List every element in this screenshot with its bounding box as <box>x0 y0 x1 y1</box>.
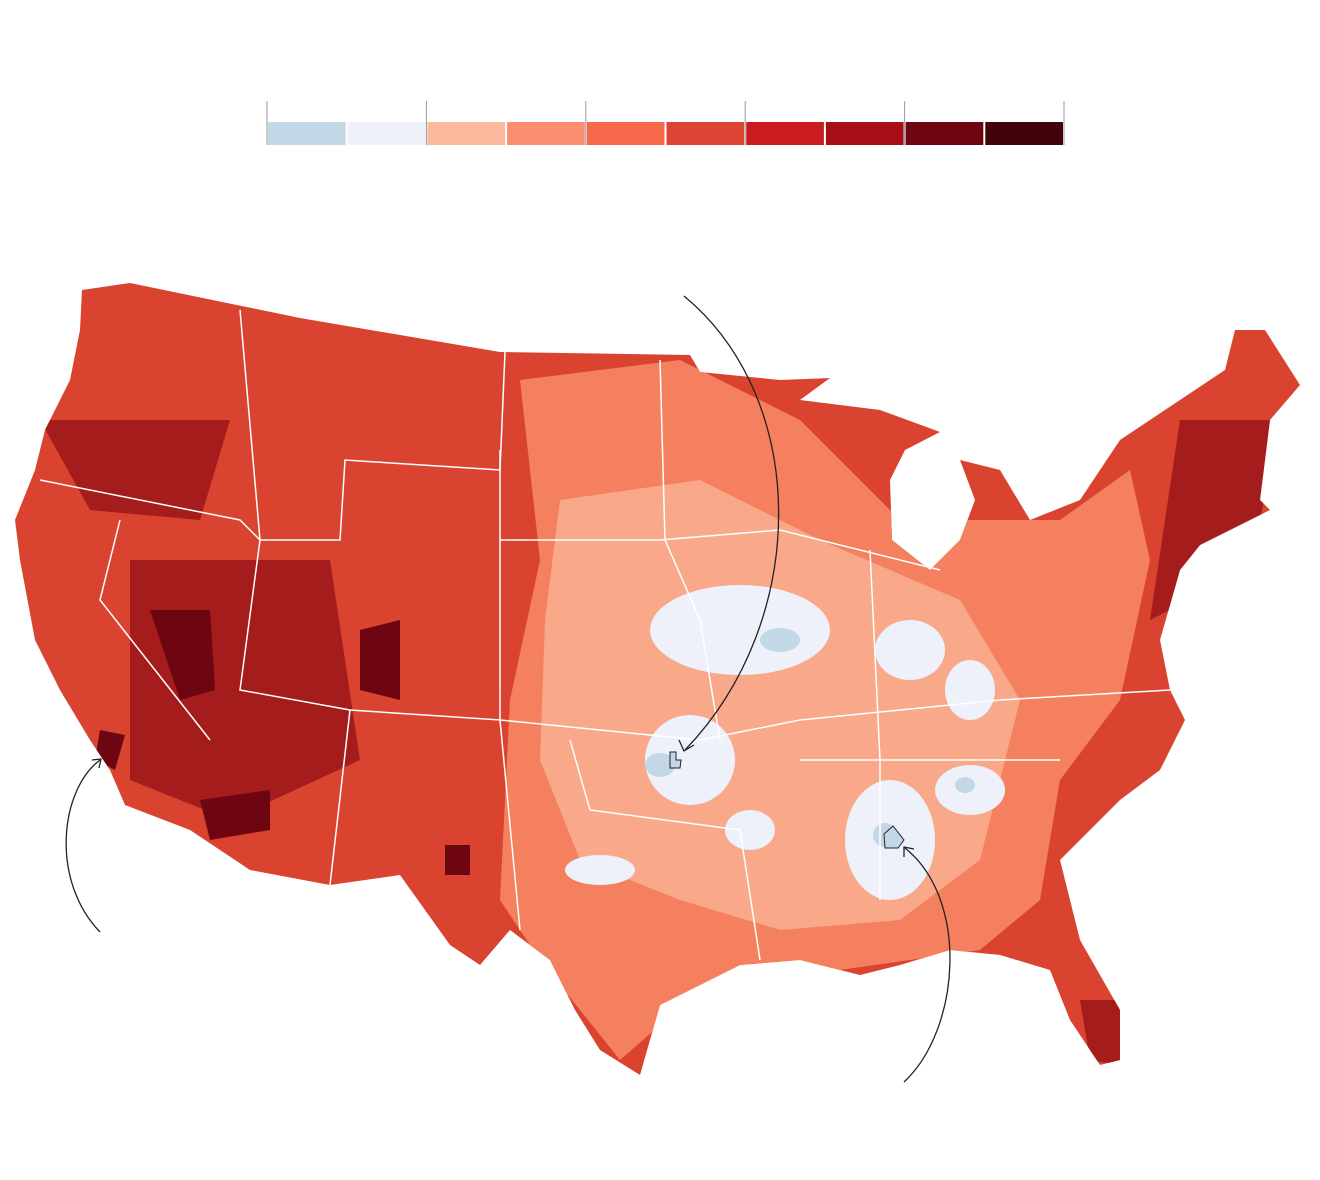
legend-swatch <box>347 122 426 145</box>
legend-swatch <box>268 122 346 145</box>
arrow-georgia <box>903 847 951 1083</box>
legend-swatch <box>586 122 665 145</box>
legend-swatch <box>507 122 585 145</box>
arrowhead <box>678 739 695 752</box>
annotation-arrows <box>65 295 951 1083</box>
legend <box>266 101 1065 145</box>
highlight-county <box>883 825 905 849</box>
legend-swatch <box>746 122 824 145</box>
arrowhead <box>91 758 102 769</box>
arrow-la <box>65 759 101 933</box>
legend-swatch <box>427 122 506 145</box>
state-borders <box>39 309 1171 961</box>
legend-swatch <box>905 122 984 145</box>
legend-swatch <box>825 122 904 145</box>
arrowhead <box>903 846 915 857</box>
counties <box>15 283 1300 1075</box>
arrow-kansas <box>683 295 780 751</box>
legend-swatch <box>985 122 1063 145</box>
legend-swatch <box>666 122 745 145</box>
highlight-county <box>669 751 682 769</box>
darkest-regions <box>95 610 470 875</box>
